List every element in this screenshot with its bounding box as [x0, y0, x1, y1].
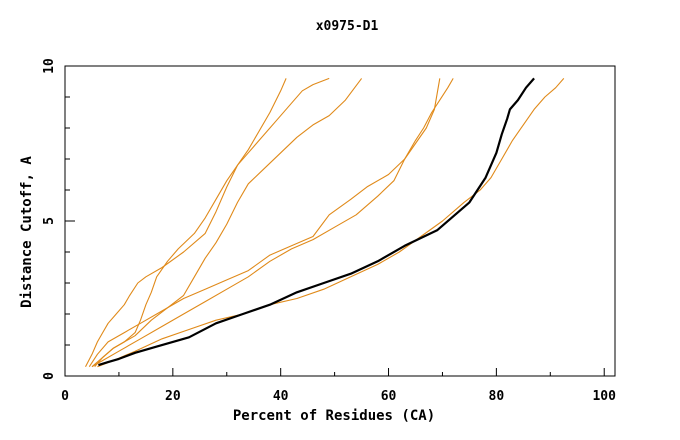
series-line	[94, 78, 363, 368]
y-axis-label: Distance Cutoff, A	[19, 156, 35, 308]
series-line	[91, 78, 454, 368]
x-tick-label: 80	[489, 389, 505, 404]
x-tick-label: 0	[61, 389, 69, 404]
y-tick-label: 0	[42, 372, 57, 380]
series-line-highlight	[98, 77, 535, 367]
series-line	[97, 78, 565, 368]
x-axis-label: Percent of Residues (CA)	[233, 408, 435, 424]
series-line	[91, 77, 330, 368]
y-tick-label: 5	[42, 217, 57, 225]
chart-title: x0975-D1	[316, 19, 379, 34]
x-tick-label: 20	[165, 389, 181, 404]
y-tick-label: 10	[42, 58, 57, 74]
series-layer	[85, 77, 565, 368]
y-axis: 0 5 10	[42, 58, 75, 380]
x-axis: 0 20 40 60 80 100	[61, 368, 616, 404]
x-tick-label: 100	[592, 389, 616, 404]
x-tick-label: 60	[381, 389, 397, 404]
series-line	[85, 78, 287, 367]
series-line	[88, 78, 441, 368]
x-tick-label: 40	[273, 389, 289, 404]
